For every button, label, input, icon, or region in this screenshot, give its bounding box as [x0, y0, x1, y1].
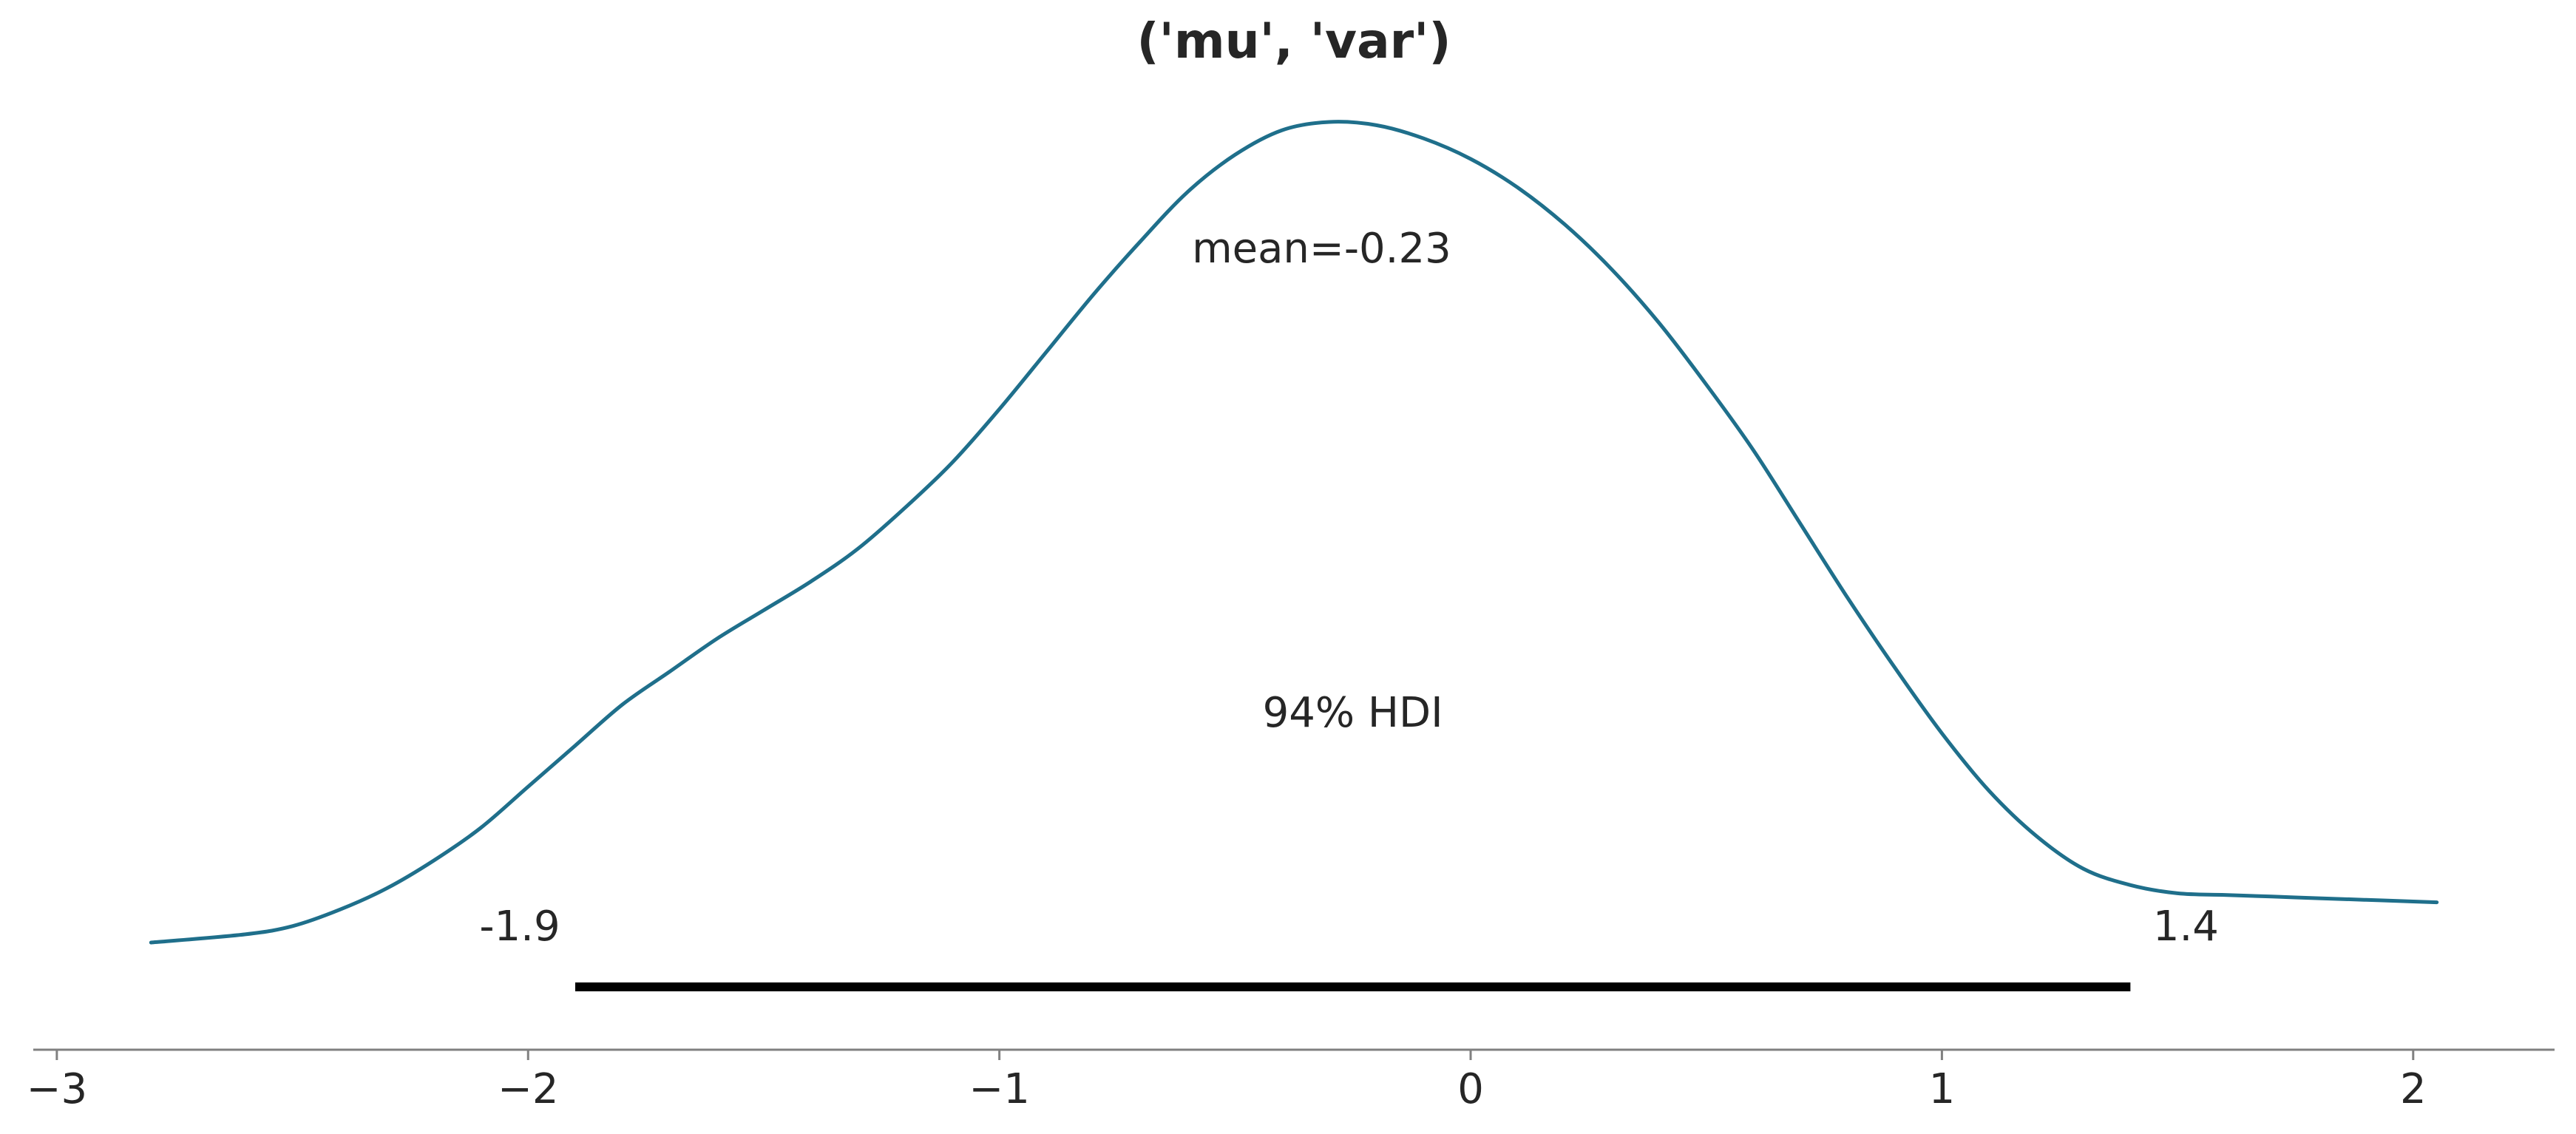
hdi-high-label: 1.4	[2153, 903, 2219, 951]
x-tick-label: −2	[498, 1065, 559, 1113]
density-curve	[149, 120, 2439, 945]
x-tick-label: 1	[1929, 1065, 1956, 1113]
x-tick-label: 0	[1457, 1065, 1484, 1113]
x-axis-ticks: −3 −2 −1 0 1 2	[27, 1050, 2427, 1113]
x-tick-label: −3	[27, 1065, 88, 1113]
mean-label: mean=-0.23	[1192, 225, 1451, 273]
hdi-low-label: -1.9	[479, 903, 560, 951]
hdi-label: 94% HDI	[1263, 689, 1443, 737]
chart-title: ('mu', 'var')	[1136, 13, 1451, 69]
x-tick-label: 2	[2400, 1065, 2427, 1113]
x-tick-label: −1	[969, 1065, 1030, 1113]
